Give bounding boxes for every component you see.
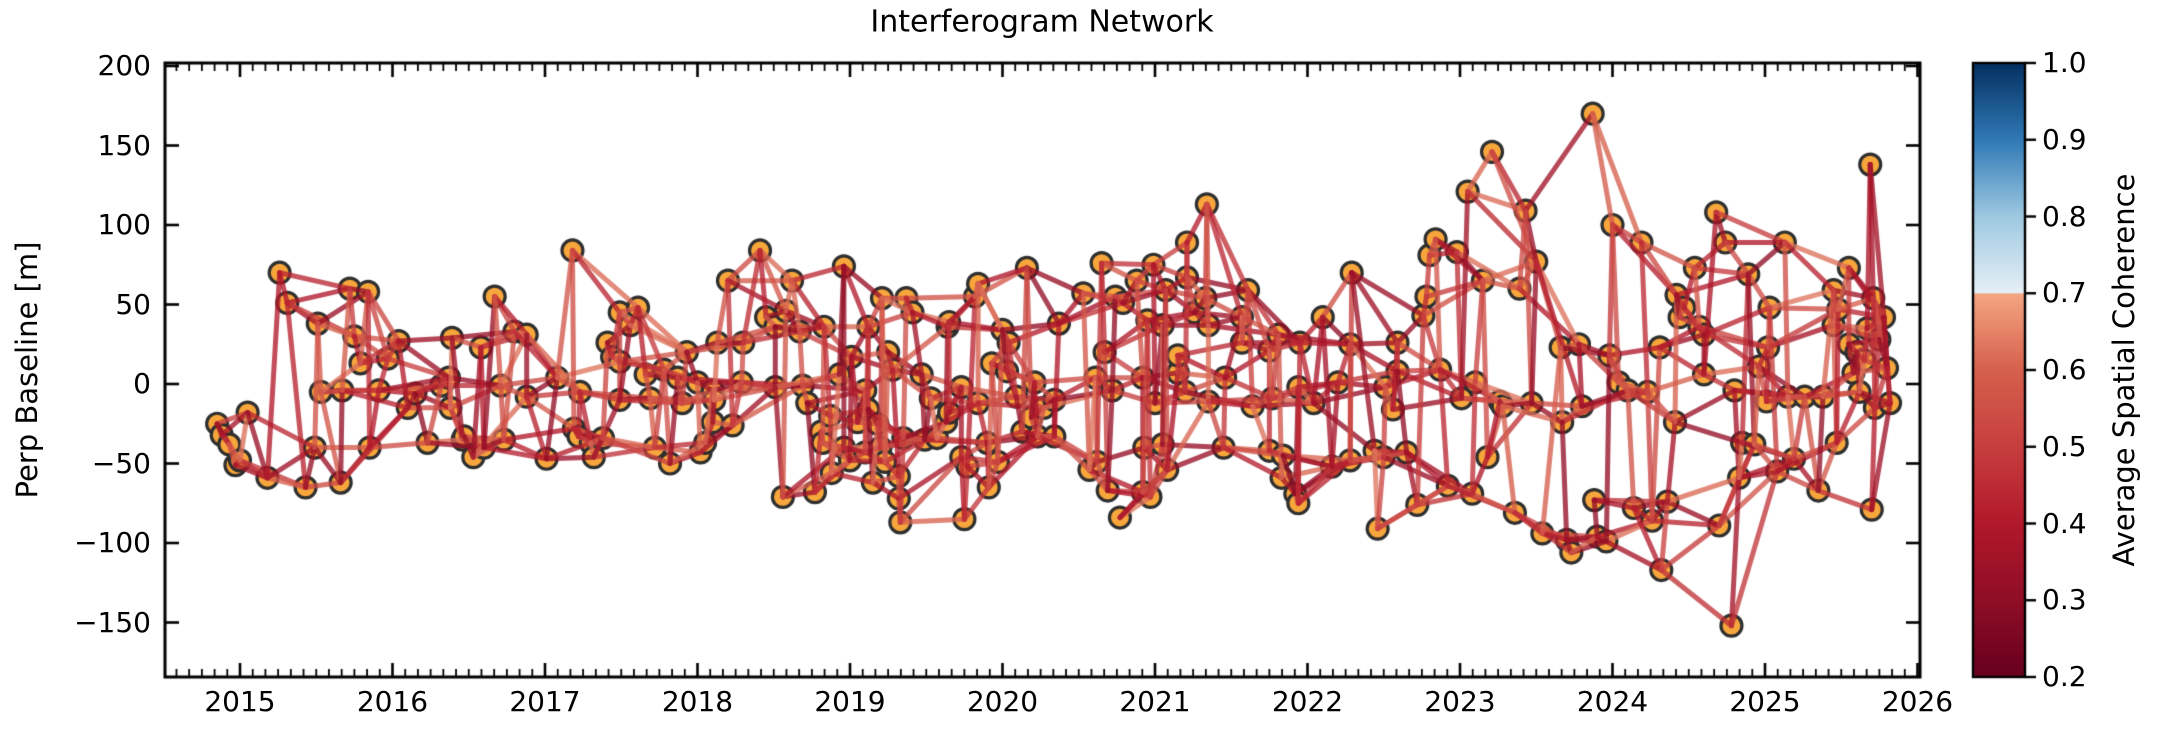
colorbar-label: Average Spatial Coherence xyxy=(2107,174,2141,567)
x-tick-label: 2026 xyxy=(1882,688,1953,716)
y-tick-label: 150 xyxy=(10,132,151,160)
y-tick-label: 100 xyxy=(10,211,151,239)
x-tick-label: 2016 xyxy=(357,688,428,716)
x-tick-label: 2020 xyxy=(967,688,1038,716)
colorbar-tick-label: 0.7 xyxy=(2042,279,2087,307)
x-tick-label: 2018 xyxy=(662,688,733,716)
y-tick-label: 0 xyxy=(10,370,151,398)
colorbar-tick-label: 1.0 xyxy=(2042,49,2087,77)
colorbar-tick-label: 0.4 xyxy=(2042,510,2087,538)
colorbar-tick-label: 0.3 xyxy=(2042,586,2087,614)
y-tick-label: −100 xyxy=(10,529,151,557)
colorbar-tick-label: 0.8 xyxy=(2042,203,2087,231)
x-tick-label: 2024 xyxy=(1577,688,1648,716)
y-tick-label: 200 xyxy=(10,52,151,80)
y-tick-label: −50 xyxy=(10,450,151,478)
x-tick-label: 2023 xyxy=(1424,688,1495,716)
colorbar-tick-label: 0.6 xyxy=(2042,356,2087,384)
x-tick-label: 2019 xyxy=(814,688,885,716)
x-tick-label: 2017 xyxy=(509,688,580,716)
colorbar-tick-label: 0.9 xyxy=(2042,126,2087,154)
y-tick-label: 50 xyxy=(10,291,151,319)
network-plot-canvas xyxy=(0,0,2161,741)
x-tick-label: 2025 xyxy=(1729,688,1800,716)
x-tick-label: 2022 xyxy=(1272,688,1343,716)
colorbar-tick-label: 0.2 xyxy=(2042,663,2087,691)
x-tick-label: 2015 xyxy=(204,688,275,716)
x-tick-label: 2021 xyxy=(1119,688,1190,716)
colorbar-tick-label: 0.5 xyxy=(2042,433,2087,461)
plot-title: Interferogram Network xyxy=(870,5,1213,40)
figure: Interferogram Network Perp Baseline [m] … xyxy=(0,0,2161,741)
y-tick-label: −150 xyxy=(10,609,151,637)
